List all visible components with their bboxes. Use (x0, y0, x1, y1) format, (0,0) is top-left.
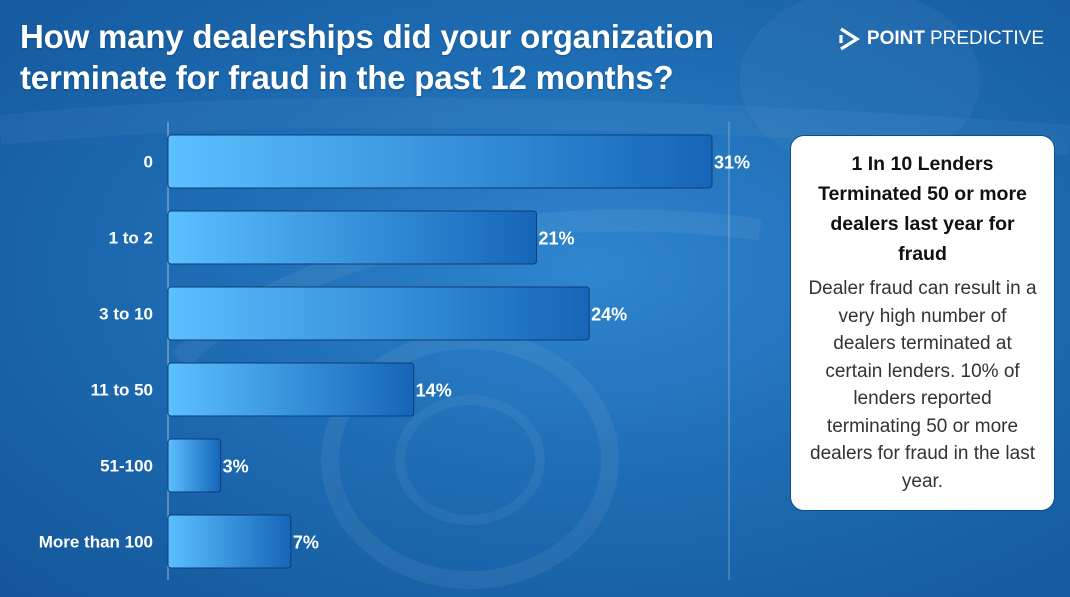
value-label: 31% (714, 153, 750, 173)
play-arrow-icon (839, 27, 860, 51)
callout-body: Dealer fraud can result in a very high n… (808, 278, 1037, 492)
callout-heading: 1 In 10 Lenders Terminated 50 or more de… (818, 153, 1027, 265)
logo-text: PREDICTIVE (929, 28, 1044, 49)
category-label: 0 (144, 153, 153, 172)
bar (167, 134, 713, 189)
category-label: 11 to 50 (91, 381, 153, 400)
bar (167, 362, 415, 417)
bar-chart: 0 31% 1 to 2 21% 3 to 10 24% 11 to 50 14% 51-100… (39, 134, 750, 569)
bar (167, 438, 222, 493)
point-predictive-logo: POINT PREDICTIVE (838, 27, 1044, 51)
chart-title: How many dealerships did your organizati… (20, 18, 714, 96)
category-label: 51-100 (100, 457, 153, 476)
value-label: 14% (416, 381, 452, 401)
value-label: 3% (223, 457, 249, 477)
bar (167, 210, 538, 265)
category-label: 3 to 10 (99, 305, 153, 324)
value-label: 24% (591, 305, 627, 325)
bar (167, 286, 590, 341)
value-label: 21% (539, 229, 575, 249)
category-label: 1 to 2 (109, 229, 153, 248)
key-insight-callout: 1 In 10 Lenders Terminated 50 or more de… (790, 135, 1055, 511)
value-label: 7% (293, 533, 319, 553)
logo-text-bold: POINT (866, 28, 925, 49)
category-label: More than 100 (39, 533, 153, 552)
bar (167, 514, 292, 569)
